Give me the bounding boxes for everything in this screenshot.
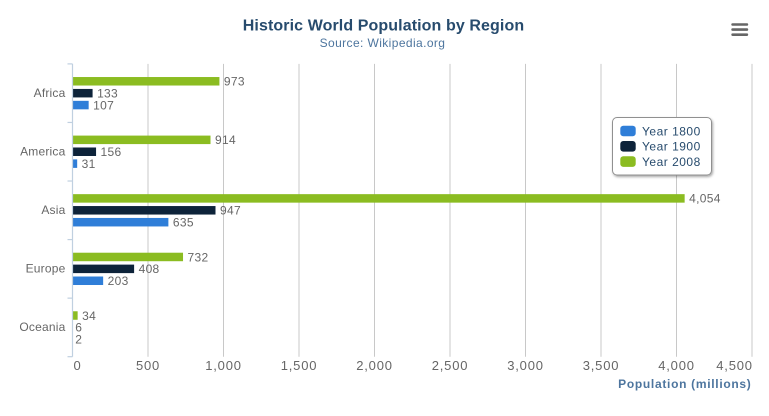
svg-text:3,500: 3,500 bbox=[583, 358, 620, 373]
svg-text:Asia: Asia bbox=[41, 203, 65, 217]
svg-text:1,000: 1,000 bbox=[205, 358, 242, 373]
svg-text:Europe: Europe bbox=[26, 262, 66, 276]
svg-text:Year 2008: Year 2008 bbox=[642, 155, 701, 169]
svg-text:0: 0 bbox=[74, 358, 82, 373]
svg-text:2,500: 2,500 bbox=[432, 358, 469, 373]
svg-text:6: 6 bbox=[75, 321, 82, 335]
svg-text:973: 973 bbox=[224, 75, 245, 89]
svg-text:914: 914 bbox=[215, 133, 236, 147]
svg-text:1,500: 1,500 bbox=[281, 358, 318, 373]
svg-text:133: 133 bbox=[97, 86, 118, 100]
svg-text:31: 31 bbox=[82, 157, 96, 171]
svg-text:732: 732 bbox=[188, 250, 209, 264]
svg-text:947: 947 bbox=[220, 204, 241, 218]
svg-text:Year 1800: Year 1800 bbox=[642, 124, 701, 138]
svg-text:156: 156 bbox=[101, 145, 122, 159]
svg-text:4,054: 4,054 bbox=[689, 192, 721, 206]
svg-text:203: 203 bbox=[108, 274, 129, 288]
svg-text:America: America bbox=[20, 145, 66, 159]
svg-text:2,000: 2,000 bbox=[356, 358, 393, 373]
svg-text:4,000: 4,000 bbox=[658, 358, 695, 373]
svg-text:Population (millions): Population (millions) bbox=[618, 377, 751, 391]
svg-text:500: 500 bbox=[136, 358, 160, 373]
svg-text:408: 408 bbox=[139, 262, 160, 276]
svg-text:635: 635 bbox=[173, 216, 194, 230]
svg-text:3,000: 3,000 bbox=[507, 358, 544, 373]
svg-text:Africa: Africa bbox=[34, 86, 66, 100]
svg-text:Oceania: Oceania bbox=[19, 320, 65, 334]
svg-text:Historic World Population by R: Historic World Population by Region bbox=[243, 18, 524, 35]
svg-text:107: 107 bbox=[93, 98, 114, 112]
svg-text:2: 2 bbox=[75, 333, 82, 347]
svg-text:Source: Wikipedia.org: Source: Wikipedia.org bbox=[320, 36, 446, 50]
svg-text:34: 34 bbox=[82, 309, 96, 323]
svg-text:Year 1900: Year 1900 bbox=[642, 140, 701, 154]
svg-text:4,500: 4,500 bbox=[716, 358, 753, 373]
